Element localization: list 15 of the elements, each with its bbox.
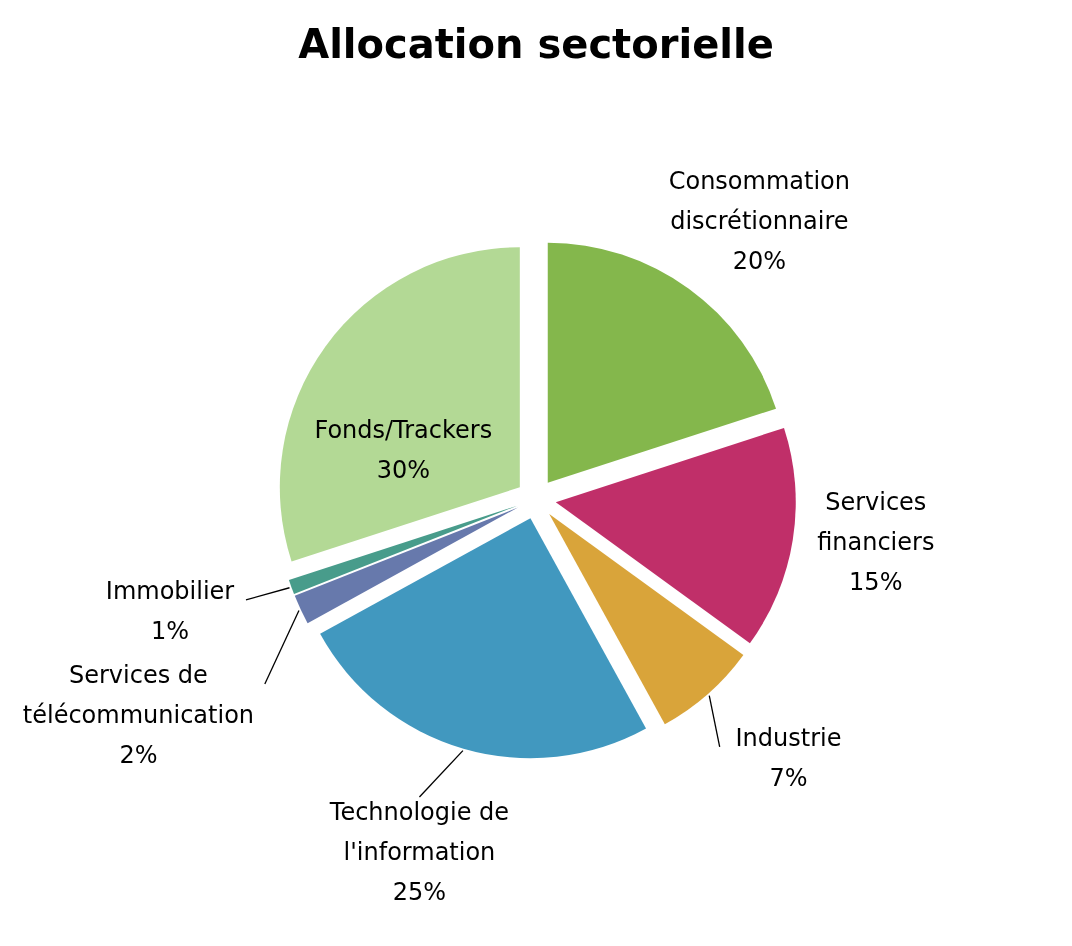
slice-label: Services de télécommunication <box>22 660 255 729</box>
chart-title: Allocation sectorielle <box>298 21 774 67</box>
slice-label: Services financiers <box>817 487 935 556</box>
slice-label: Consommation discrétionnaire <box>668 167 850 236</box>
slice-label: Immobilier <box>105 576 235 605</box>
slice-label: Industrie <box>735 723 842 752</box>
data-label: 7% <box>769 763 808 792</box>
data-label: 25% <box>392 878 447 907</box>
data-label: 2% <box>119 740 158 769</box>
data-label: 30% <box>376 456 430 485</box>
data-label: 1% <box>150 616 190 645</box>
slice-label: Fonds/Trackers <box>314 416 493 445</box>
slice-label: Technologie de l'information <box>328 798 510 867</box>
data-label: 20% <box>732 247 787 276</box>
data-label: 15% <box>849 567 903 596</box>
